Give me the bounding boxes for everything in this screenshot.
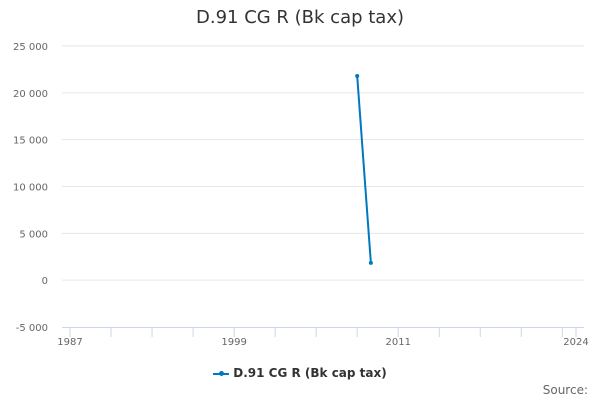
y-tick-label: 5 000: [19, 229, 48, 240]
y-tick-label: 15 000: [13, 136, 48, 147]
y-tick-label: 0: [42, 276, 48, 287]
data-point: [355, 73, 360, 78]
legend-item[interactable]: D.91 CG R (Bk cap tax): [0, 366, 600, 380]
source-credit: Source:: [542, 383, 588, 397]
x-tick-label: 1987: [57, 337, 82, 348]
legend-line-icon: [213, 371, 230, 376]
y-tick-label: 25 000: [13, 42, 48, 53]
series-line: [356, 75, 372, 263]
chart-title: D.91 CG R (Bk cap tax): [195, 7, 405, 28]
y-tick-label: 20 000: [13, 89, 48, 100]
y-tick-label: 10 000: [13, 183, 48, 194]
x-tick-label: 2011: [385, 337, 410, 348]
legend-label: D.91 CG R (Bk cap tax): [233, 366, 387, 380]
x-tick-label: 1999: [221, 337, 246, 348]
data-point: [368, 260, 373, 265]
x-tick-label: 2024: [563, 337, 588, 348]
y-tick-label: -5 000: [16, 323, 48, 334]
